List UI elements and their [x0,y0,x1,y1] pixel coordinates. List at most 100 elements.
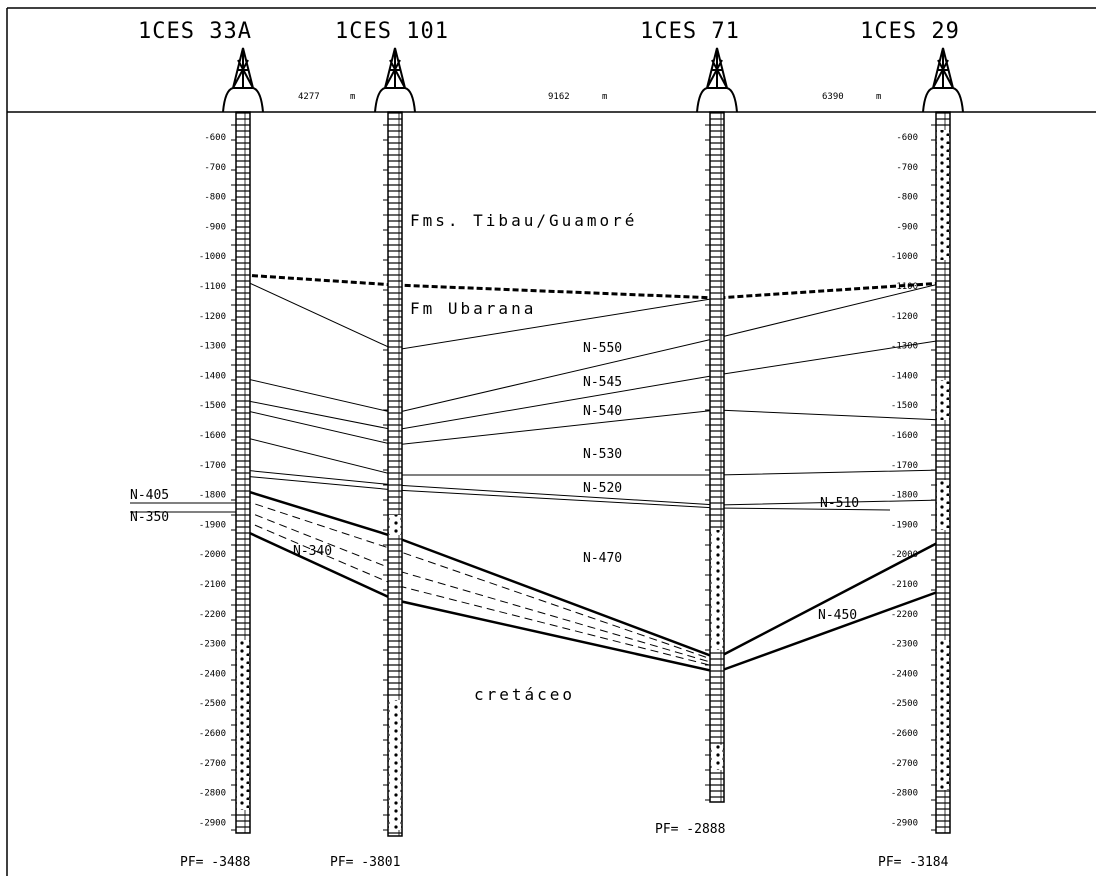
depth-label: -1600 [891,431,918,441]
formation-label: Fms. Tibau/Guamoré [410,211,637,230]
wells [222,47,964,837]
depth-label: -2600 [199,729,226,739]
depth-label: -2600 [891,729,918,739]
depth-label: -2100 [199,580,226,590]
horizon-label: N-405 [130,488,169,503]
frame [6,7,1096,876]
depth-label: -2400 [891,669,918,679]
horizon-line [242,519,718,668]
depth-label: -800 [204,193,226,203]
well-name: 1CES 101 [335,19,449,44]
final-depth: PF= -3801 [330,855,400,870]
formation-label: cretáceo [474,685,575,704]
depth-label: -1900 [199,520,226,530]
depth-label: -1800 [199,491,226,501]
sand-interval [711,745,723,770]
depth-label: -2800 [199,789,226,799]
depth-label: -2300 [891,640,918,650]
derrick [374,47,416,113]
labels: 1CES 33A PF= -3488 1CES 101 PF= -3801 1CES 7… [130,19,960,870]
sand-interval [237,640,249,810]
distance: 4277 [298,92,320,102]
horizon-label: N-470 [583,551,622,566]
depth-label: -1800 [891,491,918,501]
depth-label: -1500 [199,401,226,411]
sand-interval [389,515,401,535]
sand-interval [389,700,401,830]
horizon-line [242,469,944,506]
depth-label: -1200 [199,312,226,322]
depth-label: -1300 [199,342,226,352]
depth-label: -1000 [891,252,918,262]
depth-label: -1000 [199,252,226,262]
depth-label: -2400 [199,669,226,679]
depth-label: -1200 [891,312,918,322]
distance-unit: m [350,92,355,102]
horizon-line [242,377,396,414]
depth-label: -2700 [891,759,918,769]
depth-label: -600 [896,133,918,143]
sand-interval [937,480,949,530]
sand-interval [937,130,949,260]
horizon-label: N-550 [583,341,622,356]
well-name: 1CES 33A [138,19,252,44]
depth-label: -2000 [199,550,226,560]
final-depth: PF= -2888 [655,822,725,837]
final-depth: PF= -3488 [180,855,250,870]
horizon-line [242,436,944,476]
horizon-label: N-545 [583,375,622,390]
depth-label: -1400 [199,371,226,381]
depth-label: -1300 [891,342,918,352]
depth-label: -2000 [891,550,918,560]
depth-label: -2100 [891,580,918,590]
well-column [709,111,725,803]
horizon-line [242,409,944,446]
depth-label: -1700 [891,461,918,471]
formation-label: Fm Ubarana [410,299,536,318]
derrick [222,47,264,113]
depth-label: -1900 [891,520,918,530]
depth-label: -900 [896,222,918,232]
well-column [387,111,403,837]
depth-label: -1600 [199,431,226,441]
horizon-line [242,509,718,665]
depth-label: -700 [896,163,918,173]
depth-label: -600 [204,133,226,143]
horizon-label: N-520 [583,481,622,496]
depth-label: -2300 [199,640,226,650]
well-name: 1CES 29 [860,19,960,44]
depth-label: -900 [204,222,226,232]
horizon-line [242,528,944,674]
horizon-line [242,488,944,660]
depth-label: -1100 [891,282,918,292]
depth-label: -700 [204,163,226,173]
horizon-label: N-540 [583,404,622,419]
depth-label: -2500 [891,699,918,709]
derrick [922,47,964,113]
horizon-label: N-530 [583,447,622,462]
distance-unit: m [602,92,607,102]
sand-interval [937,640,949,790]
horizon-label: N-350 [130,510,169,525]
derrick [696,47,738,113]
distance-unit: m [876,92,881,102]
depth-label: -2900 [891,818,918,828]
depth-label: -2900 [199,818,226,828]
well-name: 1CES 71 [640,19,740,44]
horizon-label: N-450 [818,608,857,623]
depth-label: -1500 [891,401,918,411]
sand-interval [711,530,723,650]
depth-label: -1400 [891,371,918,381]
horizon-line [242,339,944,431]
distance: 9162 [548,92,570,102]
sand-interval [937,380,949,420]
horizon-line [242,273,944,300]
horizon-label: N-340 [293,544,332,559]
depth-label: -2200 [199,610,226,620]
depth-label: -2700 [199,759,226,769]
final-depth: PF= -3184 [878,855,949,870]
horizon-label: N-510 [820,496,859,511]
horizon-line [242,475,891,511]
depth-label: -2800 [891,789,918,799]
